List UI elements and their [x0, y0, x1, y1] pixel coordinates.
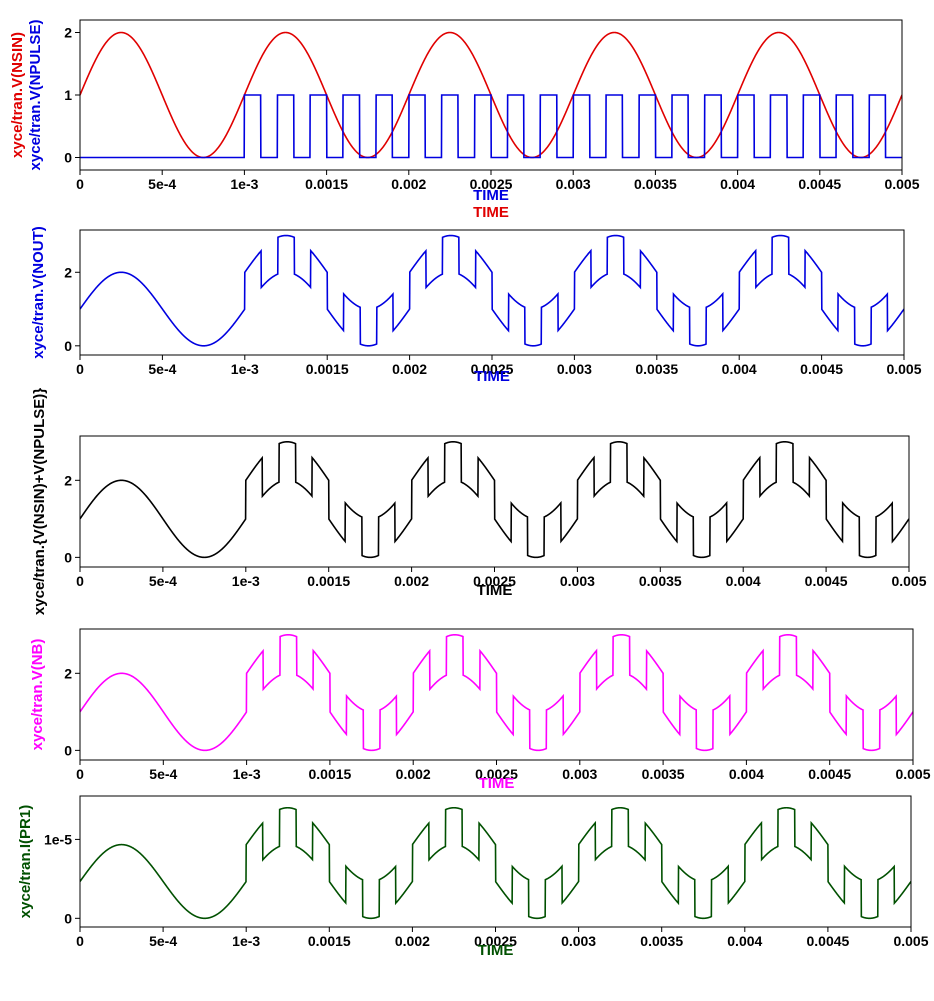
x-axis-label-2: TIME [473, 204, 509, 221]
x-tick-label: 0.0025 [471, 361, 514, 377]
x-tick-label: 0.0015 [307, 573, 350, 589]
x-axis-label: TIME [477, 582, 513, 599]
x-tick-label: 5e-4 [148, 176, 176, 192]
y-axis-label: xyce/tran.V(NB) [29, 639, 46, 751]
x-tick-label: 1e-3 [232, 933, 260, 949]
y-axis-label: xyce/tran.V(NPULSE) [27, 20, 44, 171]
y-tick-label: 2 [64, 472, 72, 488]
x-tick-label: 0.0025 [475, 766, 518, 782]
x-tick-label: 0 [76, 361, 84, 377]
chart-panel-1: 0 5e-4 1e-3 0.0015 0.002 0.0025 0.003 0.0035 0.0… [9, 19, 920, 221]
x-axis-label: TIME [478, 942, 514, 959]
x-tick-label: 1e-3 [232, 573, 260, 589]
chart-panel-4: 0 5e-4 1e-3 0.0015 0.002 0.0025 0.003 0.0035 0.0… [29, 628, 931, 792]
x-tick-label: 0.002 [395, 933, 430, 949]
y-tick-label: 0 [64, 549, 72, 565]
series-line-3-1 [80, 440, 909, 559]
x-tick-label: 1e-3 [231, 361, 259, 377]
x-tick-label: 0.005 [893, 933, 928, 949]
y-axis-label: xyce/tran.V(NSIN) [9, 32, 26, 158]
x-tick-label: 0.0025 [474, 933, 517, 949]
series-line-2-1 [80, 234, 904, 347]
x-tick-label: 0.002 [394, 573, 429, 589]
y-tick-label: 1e-5 [44, 831, 72, 847]
x-tick-label: 1e-3 [233, 766, 261, 782]
x-tick-label: 0.005 [884, 176, 919, 192]
series-line-4-1 [80, 633, 913, 752]
x-tick-label: 0.0015 [306, 361, 349, 377]
x-tick-label: 0 [76, 176, 84, 192]
x-tick-label: 0.0045 [805, 573, 848, 589]
x-tick-label: 0 [76, 933, 84, 949]
series-line-1-2 [80, 94, 902, 159]
y-tick-label: 0 [64, 910, 72, 926]
x-axis-label: TIME [474, 368, 510, 385]
y-axis-label: xyce/tran.{V(NSIN)+V(NPULSE)} [31, 388, 48, 615]
chart-panel-5: 0 5e-4 1e-3 0.0015 0.002 0.0025 0.003 0.0035 0.0… [17, 795, 929, 959]
x-tick-label: 0.0035 [635, 361, 678, 377]
x-tick-label: 0.002 [392, 361, 427, 377]
x-tick-label: 0.005 [886, 361, 921, 377]
x-tick-label: 0.002 [396, 766, 431, 782]
x-tick-label: 0.0045 [800, 361, 843, 377]
x-tick-label: 0.003 [561, 933, 596, 949]
x-tick-label: 0.0015 [305, 176, 348, 192]
x-tick-label: 0.003 [557, 361, 592, 377]
x-tick-label: 0.004 [727, 933, 762, 949]
x-tick-label: 0.0035 [639, 573, 682, 589]
x-tick-label: 0.0045 [798, 176, 841, 192]
x-tick-label: 0.0035 [640, 933, 683, 949]
x-tick-label: 0.0015 [308, 933, 351, 949]
y-tick-label: 2 [64, 665, 72, 681]
x-tick-label: 5e-4 [148, 361, 176, 377]
x-tick-label: 1e-3 [230, 176, 258, 192]
x-tick-label: 0.0035 [634, 176, 677, 192]
x-tick-label: 0.0015 [308, 766, 351, 782]
x-tick-label: 0.005 [891, 573, 926, 589]
x-tick-label: 0.004 [729, 766, 764, 782]
x-tick-label: 0.003 [556, 176, 591, 192]
x-tick-label: 0.004 [722, 361, 757, 377]
x-tick-label: 0.003 [560, 573, 595, 589]
x-tick-label: 0.005 [895, 766, 930, 782]
y-tick-label: 2 [64, 264, 72, 280]
x-tick-label: 5e-4 [149, 766, 177, 782]
x-tick-label: 0.0045 [808, 766, 851, 782]
y-axis-label: xyce/tran.I(PR1) [17, 805, 34, 918]
x-tick-label: 5e-4 [149, 933, 177, 949]
x-tick-label: 0.0035 [642, 766, 685, 782]
x-tick-label: 0 [76, 573, 84, 589]
chart-panel-2: 0 5e-4 1e-3 0.0015 0.002 0.0025 0.003 0.0035 0.0… [30, 226, 922, 385]
x-tick-label: 0.003 [562, 766, 597, 782]
x-tick-label: 0.004 [726, 573, 761, 589]
x-tick-label: 0.004 [720, 176, 755, 192]
x-tick-label: 5e-4 [149, 573, 177, 589]
series-line-5-1 [80, 806, 911, 920]
x-tick-label: 0 [76, 766, 84, 782]
y-tick-label: 0 [64, 338, 72, 354]
x-axis-label: TIME [473, 187, 509, 204]
y-tick-label: 0 [64, 150, 72, 166]
x-tick-label: 0.0045 [806, 933, 849, 949]
y-axis-label: xyce/tran.V(NOUT) [30, 226, 47, 359]
y-tick-label: 0 [64, 742, 72, 758]
x-tick-label: 0.002 [391, 176, 426, 192]
x-tick-label: 0.0025 [470, 176, 513, 192]
y-tick-label: 2 [64, 25, 72, 41]
y-tick-label: 1 [64, 87, 72, 103]
chart-panel-3: 0 5e-4 1e-3 0.0015 0.002 0.0025 0.003 0.0035 0.0… [31, 388, 927, 615]
x-axis-label: TIME [479, 775, 515, 792]
x-tick-label: 0.0025 [473, 573, 516, 589]
